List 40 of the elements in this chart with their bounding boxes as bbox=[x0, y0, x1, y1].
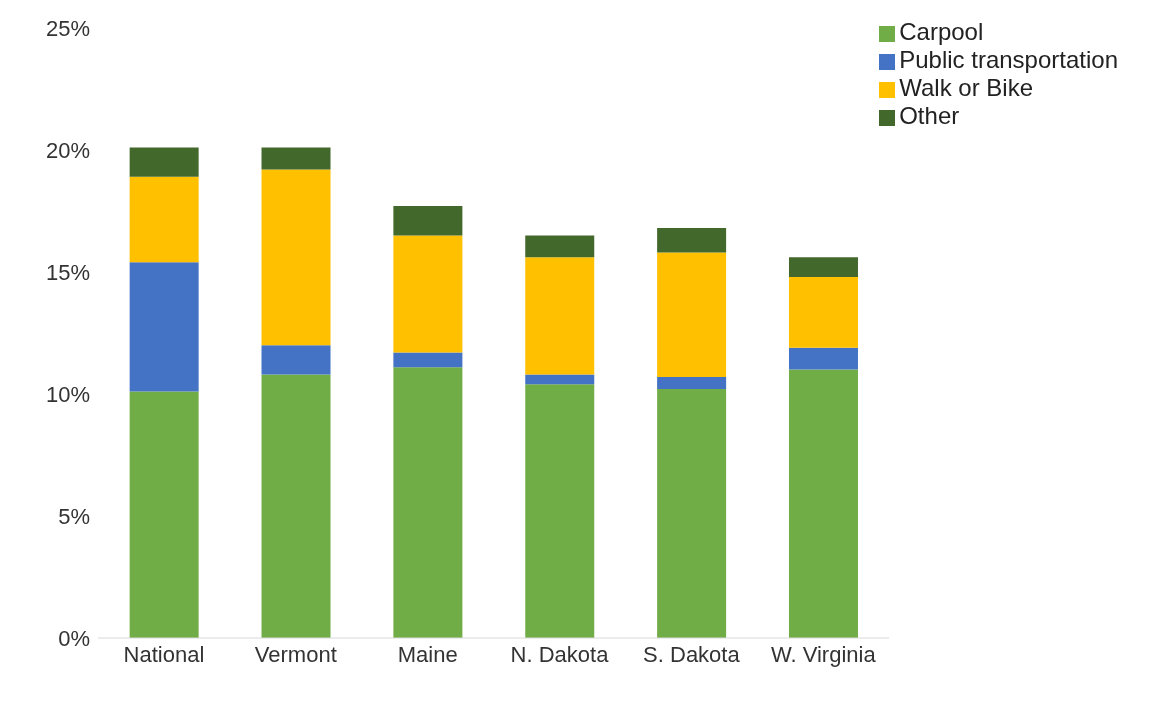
legend-label: Carpool bbox=[899, 18, 984, 45]
y-tick-label: 25% bbox=[45, 15, 90, 41]
bar bbox=[788, 257, 858, 277]
x-tick-label: N. Dakota bbox=[510, 641, 610, 667]
bar bbox=[393, 367, 463, 638]
x-tick-label: Maine bbox=[397, 641, 458, 667]
bar bbox=[393, 235, 463, 353]
y-tick-label: 15% bbox=[45, 259, 90, 285]
bar bbox=[261, 345, 331, 375]
bar bbox=[129, 176, 199, 263]
bar bbox=[261, 169, 331, 346]
bar bbox=[657, 376, 727, 390]
legend-label: Other bbox=[899, 102, 960, 129]
bar bbox=[657, 252, 727, 377]
bar bbox=[788, 276, 858, 348]
bar bbox=[261, 147, 331, 170]
bar bbox=[393, 352, 463, 368]
y-tick-label: 0% bbox=[58, 625, 90, 651]
bar bbox=[129, 147, 199, 177]
bar bbox=[525, 235, 595, 258]
y-tick-label: 10% bbox=[45, 381, 90, 407]
bar bbox=[657, 228, 727, 253]
y-tick-label: 5% bbox=[58, 503, 90, 529]
bar bbox=[393, 206, 463, 236]
bar bbox=[261, 374, 331, 638]
bar bbox=[657, 389, 727, 638]
x-tick-label: National bbox=[123, 641, 205, 667]
bar bbox=[788, 369, 858, 638]
bar bbox=[129, 262, 199, 392]
x-tick-label: W. Virginia bbox=[770, 641, 877, 667]
y-tick-label: 20% bbox=[45, 137, 90, 163]
x-tick-label: S. Dakota bbox=[643, 641, 741, 667]
legend-label: Public transportation bbox=[899, 46, 1118, 73]
legend-label: Walk or Bike bbox=[899, 74, 1034, 101]
x-tick-label: Vermont bbox=[254, 641, 337, 667]
bar bbox=[788, 347, 858, 370]
bar bbox=[525, 374, 595, 385]
bar bbox=[525, 384, 595, 638]
bar bbox=[129, 391, 199, 638]
bar bbox=[525, 257, 595, 375]
